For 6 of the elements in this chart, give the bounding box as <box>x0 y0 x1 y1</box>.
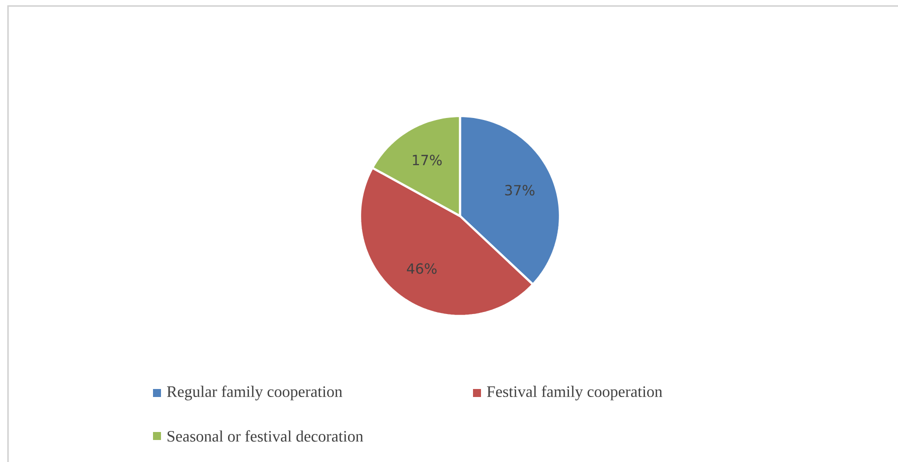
legend-label: Seasonal or festival decoration <box>168 430 364 442</box>
data-label: 46% <box>406 263 437 274</box>
data-label: 17% <box>412 154 442 166</box>
data-label: 37% <box>505 184 534 196</box>
legend-label: Festival family cooperation <box>486 386 662 400</box>
legend-label: Regular family cooperation <box>166 386 342 400</box>
